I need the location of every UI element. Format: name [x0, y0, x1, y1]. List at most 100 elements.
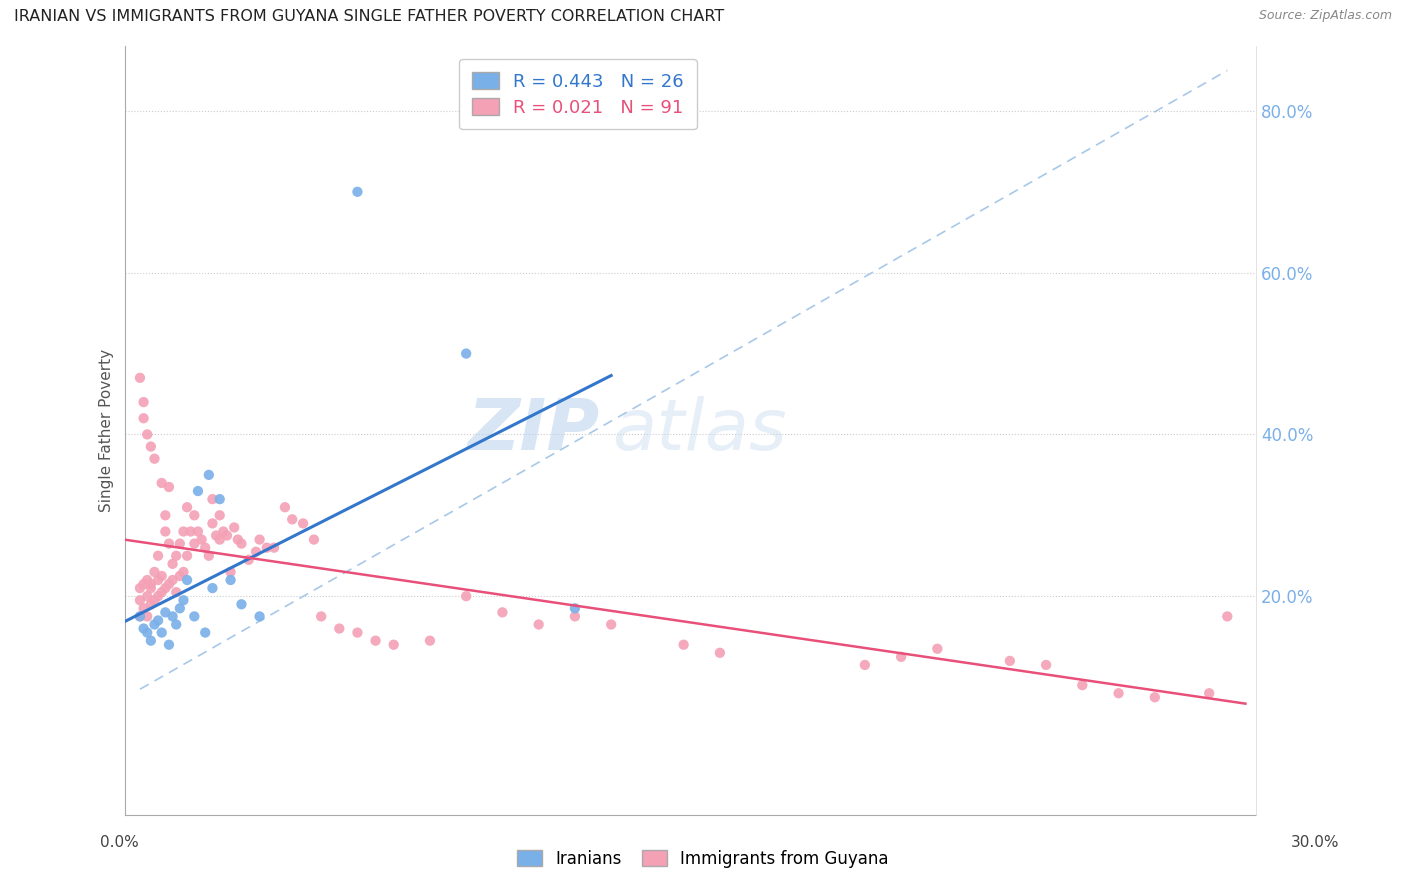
- Point: [136, 573, 159, 587]
- Point: [890, 649, 912, 664]
- Text: IRANIAN VS IMMIGRANTS FROM GUYANA SINGLE FATHER POVERTY CORRELATION CHART: IRANIAN VS IMMIGRANTS FROM GUYANA SINGLE…: [14, 9, 724, 24]
- Point: [231, 536, 253, 550]
- Point: [180, 524, 202, 539]
- Point: [132, 601, 155, 615]
- Point: [162, 557, 184, 571]
- Point: [146, 549, 169, 563]
- Point: [998, 654, 1021, 668]
- Point: [155, 508, 177, 523]
- Point: [143, 451, 166, 466]
- Point: [129, 581, 152, 595]
- Text: ZIP: ZIP: [468, 396, 600, 465]
- Point: [169, 536, 191, 550]
- Point: [176, 549, 198, 563]
- Point: [231, 597, 253, 611]
- Point: [172, 593, 194, 607]
- Point: [139, 581, 162, 595]
- Point: [139, 577, 162, 591]
- Point: [292, 516, 315, 531]
- Point: [183, 609, 205, 624]
- Point: [155, 581, 177, 595]
- Point: [309, 609, 332, 624]
- Point: [201, 492, 224, 507]
- Point: [187, 524, 209, 539]
- Point: [169, 601, 191, 615]
- Point: [245, 545, 267, 559]
- Point: [491, 606, 513, 620]
- Point: [419, 633, 441, 648]
- Point: [672, 638, 695, 652]
- Point: [136, 609, 159, 624]
- Point: [208, 508, 231, 523]
- Point: [129, 609, 152, 624]
- Point: [263, 541, 285, 555]
- Point: [139, 597, 162, 611]
- Point: [328, 622, 350, 636]
- Point: [157, 536, 180, 550]
- Point: [150, 625, 173, 640]
- Point: [155, 606, 177, 620]
- Point: [709, 646, 731, 660]
- Point: [382, 638, 405, 652]
- Point: [150, 475, 173, 490]
- Point: [208, 492, 231, 507]
- Point: [129, 371, 152, 385]
- Point: [183, 508, 205, 523]
- Point: [564, 601, 586, 615]
- Point: [1035, 657, 1057, 672]
- Point: [165, 585, 187, 599]
- Point: [146, 573, 169, 587]
- Point: [176, 573, 198, 587]
- Point: [155, 524, 177, 539]
- Point: [165, 549, 187, 563]
- Point: [205, 528, 228, 542]
- Point: [150, 585, 173, 599]
- Point: [165, 617, 187, 632]
- Point: [132, 395, 155, 409]
- Point: [456, 346, 478, 360]
- Point: [600, 617, 623, 632]
- Point: [162, 573, 184, 587]
- Point: [139, 440, 162, 454]
- Point: [527, 617, 550, 632]
- Point: [157, 480, 180, 494]
- Point: [1143, 690, 1166, 705]
- Point: [201, 516, 224, 531]
- Y-axis label: Single Father Poverty: Single Father Poverty: [100, 349, 114, 512]
- Point: [143, 565, 166, 579]
- Text: Source: ZipAtlas.com: Source: ZipAtlas.com: [1258, 9, 1392, 22]
- Point: [132, 622, 155, 636]
- Point: [187, 484, 209, 499]
- Point: [198, 549, 221, 563]
- Point: [172, 524, 194, 539]
- Point: [194, 625, 217, 640]
- Point: [1108, 686, 1130, 700]
- Point: [219, 565, 242, 579]
- Point: [249, 533, 271, 547]
- Point: [208, 533, 231, 547]
- Point: [212, 524, 235, 539]
- Point: [136, 589, 159, 603]
- Point: [346, 185, 368, 199]
- Text: 0.0%: 0.0%: [100, 836, 139, 850]
- Point: [853, 657, 876, 672]
- Point: [1216, 609, 1239, 624]
- Point: [183, 536, 205, 550]
- Point: [129, 609, 152, 624]
- Point: [143, 617, 166, 632]
- Point: [224, 520, 246, 534]
- Point: [302, 533, 325, 547]
- Point: [256, 541, 278, 555]
- Legend: Iranians, Immigrants from Guyana: Iranians, Immigrants from Guyana: [510, 844, 896, 875]
- Point: [456, 589, 478, 603]
- Point: [146, 589, 169, 603]
- Point: [1071, 678, 1094, 692]
- Point: [564, 609, 586, 624]
- Point: [190, 533, 212, 547]
- Point: [132, 577, 155, 591]
- Point: [927, 641, 949, 656]
- Point: [194, 541, 217, 555]
- Point: [136, 625, 159, 640]
- Point: [215, 528, 238, 542]
- Point: [238, 553, 260, 567]
